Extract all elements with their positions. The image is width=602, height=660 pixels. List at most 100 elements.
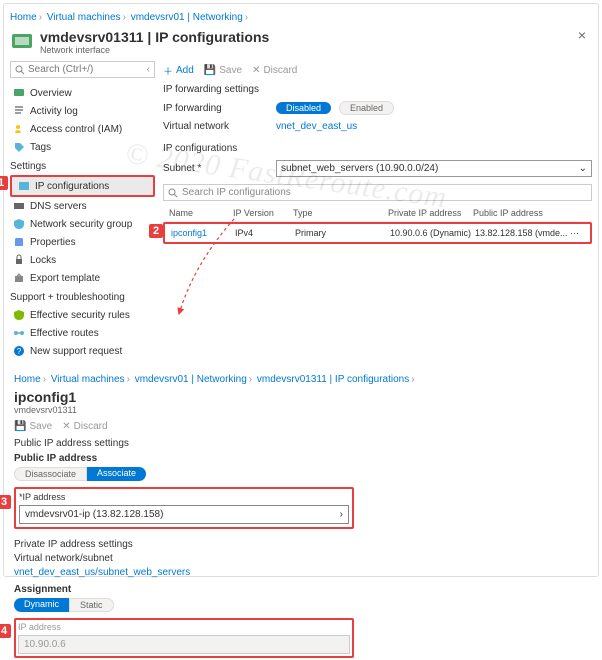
sidebar-item-nsg[interactable]: Network security group [10, 215, 155, 233]
chevron-down-icon: ⌄ [579, 163, 587, 174]
sidebar-item-effroute[interactable]: Effective routes [10, 324, 155, 342]
cell-type: Primary [295, 228, 390, 238]
annot-2: 2 [149, 224, 163, 238]
crumb2-vm[interactable]: Virtual machines [51, 374, 125, 385]
sidebar-item-access[interactable]: Access control (IAM) [10, 120, 155, 138]
sidebar-item-effsec[interactable]: Effective security rules [10, 306, 155, 324]
associate-pill[interactable]: Associate [87, 467, 146, 481]
crumb-home[interactable]: Home [10, 12, 37, 23]
export-icon [13, 272, 25, 284]
page-subtitle: Network interface [40, 45, 269, 55]
toolbar: ＋Add 💾Save ✕Discard [163, 61, 592, 84]
disassociate-pill[interactable]: Disassociate [14, 467, 87, 481]
row-menu-icon[interactable]: ··· [570, 228, 582, 238]
plus-icon: ＋ [163, 63, 173, 78]
th-name: Name [163, 208, 233, 218]
ip-address-select[interactable]: vmdevsrv01-ip (13.82.128.158) › [19, 505, 349, 524]
props-icon [13, 236, 25, 248]
breadcrumb: Home› Virtual machines› vmdevsrv01 | Net… [10, 10, 592, 25]
subnet-select[interactable]: subnet_web_servers (10.90.0.0/24) ⌄ [276, 160, 592, 177]
locks-icon [13, 254, 25, 266]
add-button[interactable]: ＋Add [163, 63, 194, 78]
fwd-disabled-pill[interactable]: Disabled [276, 102, 331, 114]
detail-discard-button[interactable]: ✕Discard [62, 421, 107, 432]
crumb2-net[interactable]: vmdevsrv01 | Networking [135, 374, 247, 385]
cell-pub: 13.82.128.158 (vmde... [475, 228, 570, 238]
annot-4: 4 [0, 624, 11, 638]
table-row[interactable]: ipconfig1 IPv4 Primary 10.90.0.6 (Dynami… [163, 222, 592, 244]
priv-ip-input: 10.90.0.6 [18, 635, 350, 654]
breadcrumb-2: Home› Virtual machines› vmdevsrv01 | Net… [14, 372, 588, 387]
search-icon [15, 65, 25, 75]
sidebar-settings-head: Settings [10, 156, 155, 175]
cell-name[interactable]: ipconfig1 [165, 228, 235, 238]
close-icon[interactable]: × [578, 27, 586, 43]
pub-ip-head: Public IP address settings [14, 438, 588, 449]
nsg-icon [13, 218, 25, 230]
sidebar-item-support[interactable]: ?New support request [10, 342, 155, 360]
activity-icon [13, 105, 25, 117]
sidebar-item-activity[interactable]: Activity log [10, 102, 155, 120]
dynamic-pill[interactable]: Dynamic [14, 598, 69, 612]
sidebar-item-ipconfig[interactable]: IP configurations [10, 175, 155, 197]
page-header: vmdevsrv01311 | IP configurations Networ… [10, 25, 592, 61]
sidebar: Search (Ctrl+/) ‹ Overview Activity log … [10, 61, 155, 360]
overview-icon [13, 87, 25, 99]
search-input[interactable]: Search (Ctrl+/) ‹ [10, 61, 155, 78]
ipconfig-table: Name IP Version Type Private IP address … [163, 205, 592, 244]
th-type: Type [293, 208, 388, 218]
page-title: vmdevsrv01311 | IP configurations [40, 29, 269, 45]
save-icon: 💾 [14, 421, 26, 432]
ipconfig-icon [18, 180, 30, 192]
save-button[interactable]: 💾Save [204, 65, 242, 76]
cell-ver: IPv4 [235, 228, 295, 238]
tags-icon [13, 141, 25, 153]
sidebar-item-export[interactable]: Export template [10, 269, 155, 287]
ip-forwarding-label: IP forwarding [163, 103, 268, 114]
detail-title: ipconfig1 [14, 389, 588, 405]
discard-button[interactable]: ✕Discard [252, 65, 297, 76]
nic-icon [10, 30, 34, 54]
th-priv: Private IP address [388, 208, 473, 218]
detail-subtitle: vmdevsrv01311 [14, 405, 588, 415]
cell-priv: 10.90.0.6 (Dynamic) [390, 228, 475, 238]
svg-text:?: ? [17, 347, 22, 356]
fwd-enabled-pill[interactable]: Enabled [339, 101, 394, 115]
ip-addr-label: *IP address [19, 492, 349, 502]
annot-1: 1 [0, 176, 8, 190]
priv-ip-head: Private IP address settings [14, 539, 588, 550]
detail-panel: Home› Virtual machines› vmdevsrv01 | Net… [10, 370, 592, 660]
vnet-link[interactable]: vnet_dev_east_us [276, 121, 357, 132]
sidebar-item-dns[interactable]: DNS servers [10, 197, 155, 215]
static-pill[interactable]: Static [69, 598, 114, 612]
support-icon: ? [13, 345, 25, 357]
sidebar-item-overview[interactable]: Overview [10, 84, 155, 102]
annot-3: 3 [0, 495, 11, 509]
sidebar-item-locks[interactable]: Locks [10, 251, 155, 269]
dns-icon [13, 200, 25, 212]
discard-icon: ✕ [62, 421, 70, 432]
ipconfig-head: IP configurations [163, 143, 592, 154]
vns-link[interactable]: vnet_dev_east_us/subnet_web_servers [14, 567, 190, 578]
search-ipconfig-input[interactable]: Search IP configurations [163, 184, 592, 201]
search-icon [168, 188, 178, 198]
priv-ip-label: IP address [18, 622, 350, 632]
subnet-label: Subnet * [163, 163, 268, 174]
sidebar-item-props[interactable]: Properties [10, 233, 155, 251]
crumb2-ipc[interactable]: vmdevsrv01311 | IP configurations [257, 374, 409, 385]
vns-label: Virtual network/subnet [14, 553, 588, 564]
discard-icon: ✕ [252, 65, 260, 76]
crumb-vm[interactable]: Virtual machines [47, 12, 121, 23]
crumb-net[interactable]: vmdevsrv01 | Networking [131, 12, 243, 23]
detail-save-button[interactable]: 💾Save [14, 421, 52, 432]
fwd-settings-head: IP forwarding settings [163, 84, 592, 95]
main-content: ＋Add 💾Save ✕Discard IP forwarding settin… [163, 61, 592, 360]
sidebar-item-tags[interactable]: Tags [10, 138, 155, 156]
assignment-label: Assignment [14, 584, 588, 595]
th-pub: Public IP address [473, 208, 568, 218]
chevron-right-icon: › [340, 509, 343, 520]
vnet-label: Virtual network [163, 121, 268, 132]
save-icon: 💾 [204, 65, 216, 76]
crumb2-home[interactable]: Home [14, 374, 41, 385]
eff-sec-icon [13, 309, 25, 321]
